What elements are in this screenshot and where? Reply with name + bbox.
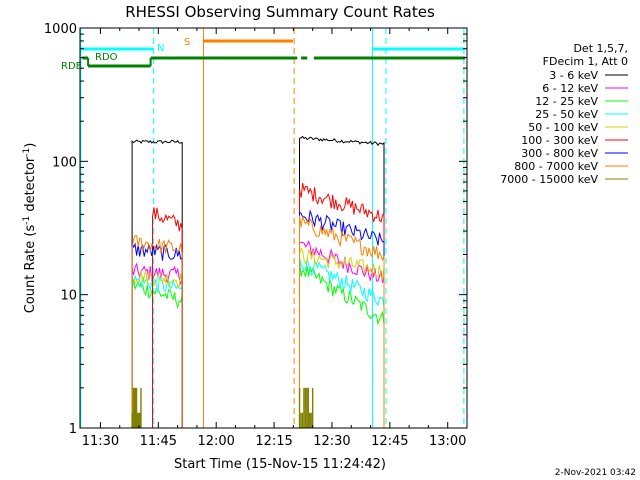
x-tick-label: 11:45 — [140, 434, 177, 449]
series-line-2 — [131, 279, 183, 428]
legend-entry-label: 3 - 6 keV — [549, 69, 598, 82]
legend-header: Det 1,5,7, — [573, 42, 628, 55]
x-tick-label: 12:15 — [255, 434, 292, 449]
legend-entry-label: 50 - 100 keV — [528, 121, 598, 134]
series-line-6 — [299, 209, 385, 428]
plot-frame — [79, 27, 468, 429]
legend-entry-label: 6 - 12 keV — [542, 82, 598, 95]
series-line-7 — [131, 235, 183, 428]
series-line-0 — [299, 135, 385, 428]
x-axis-label: Start Time (15-Nov-15 11:24:42) — [174, 457, 386, 472]
series-line-2 — [299, 260, 385, 428]
legend-header: FDecim 1, Att 0 — [543, 55, 628, 68]
series-line-7 — [299, 215, 385, 428]
status-label-rdo: RDO — [95, 52, 118, 63]
x-tick-label: 11:30 — [82, 434, 119, 449]
y-tick-label: 10 — [60, 289, 77, 304]
series-line-4 — [299, 246, 385, 428]
series-line-3 — [299, 257, 385, 428]
y-axis-label-end: ) — [23, 143, 38, 148]
series-line-4 — [131, 269, 183, 428]
x-tick-label: 12:30 — [313, 434, 350, 449]
series-line-5 — [152, 207, 183, 428]
series-line-1 — [131, 262, 183, 428]
y-axis-label-mid: detector — [23, 156, 38, 216]
status-label-n: N — [157, 43, 164, 54]
legend-entry-label: 12 - 25 keV — [535, 95, 598, 108]
series-line-5 — [299, 182, 385, 428]
legend-entry-label: 100 - 300 keV — [521, 134, 598, 147]
y-tick-label: 1 — [69, 422, 77, 437]
x-tick-label: 12:00 — [197, 434, 234, 449]
x-tick-label: 12:45 — [371, 434, 408, 449]
footer-timestamp: 2-Nov-2021 03:42 — [555, 468, 636, 478]
status-label-s: S — [184, 37, 190, 48]
y-axis-label-sup2: -1 — [22, 148, 32, 157]
chart-title: RHESSI Observing Summary Count Rates — [125, 3, 435, 21]
legend-entry-label: 7000 - 15000 keV — [500, 173, 598, 186]
series-line-3 — [131, 275, 183, 428]
y-axis-label: Count Rate (s-1 detector-1) — [22, 143, 38, 314]
y-tick-label: 1000 — [44, 22, 77, 37]
x-tick-label: 13:00 — [429, 434, 466, 449]
y-axis-label-sup1: -1 — [22, 216, 32, 225]
legend-entry-label: 300 - 800 keV — [521, 147, 598, 160]
legend-entry-label: 25 - 50 keV — [535, 108, 598, 121]
legend-entry-label: 800 - 7000 keV — [514, 160, 598, 173]
status-label-rde: RDE — [61, 61, 82, 72]
y-tick-label: 100 — [52, 155, 77, 170]
series-line-0 — [131, 139, 183, 428]
y-axis-label-main: Count Rate (s — [23, 225, 38, 314]
